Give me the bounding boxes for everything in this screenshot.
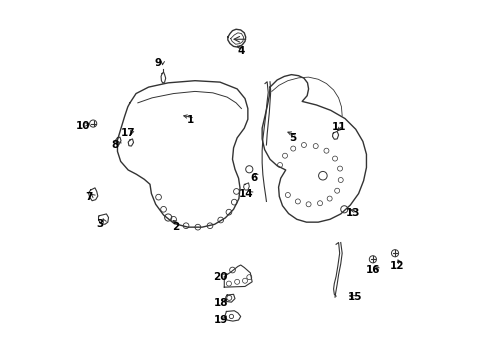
Text: 6: 6 (250, 173, 257, 183)
Text: 18: 18 (214, 298, 228, 308)
Text: 17: 17 (121, 128, 135, 138)
Text: 5: 5 (290, 133, 297, 143)
Text: 19: 19 (214, 315, 228, 325)
Text: 10: 10 (76, 121, 91, 131)
Text: 16: 16 (366, 265, 380, 275)
Text: 7: 7 (85, 192, 92, 202)
Text: 4: 4 (237, 46, 245, 56)
Text: 14: 14 (239, 189, 254, 199)
Text: 3: 3 (97, 219, 104, 229)
Text: 13: 13 (345, 208, 360, 218)
Text: 2: 2 (172, 222, 179, 232)
Text: 8: 8 (111, 140, 119, 150)
Text: 11: 11 (331, 122, 346, 132)
Text: 1: 1 (187, 115, 195, 125)
Text: 20: 20 (213, 272, 227, 282)
Text: 12: 12 (390, 261, 404, 271)
Text: 15: 15 (348, 292, 362, 302)
Text: 9: 9 (155, 58, 162, 68)
